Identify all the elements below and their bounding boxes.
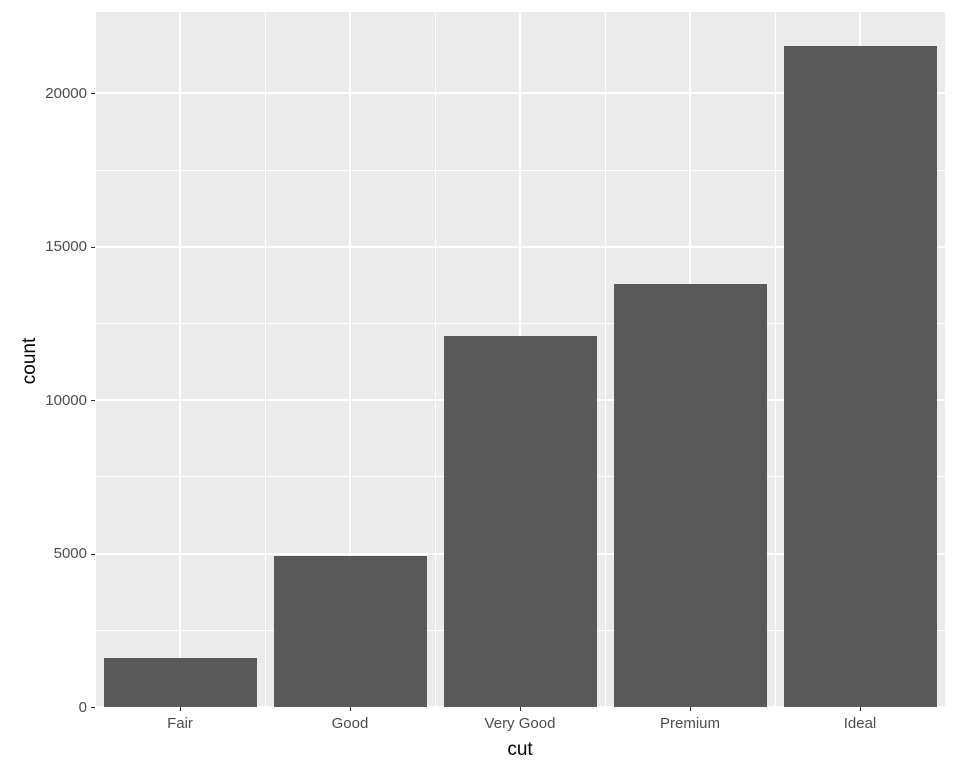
x-tick-label: Fair — [95, 715, 265, 732]
x-tick-label: Premium — [605, 715, 775, 732]
x-tick-mark — [350, 707, 351, 711]
y-tick-mark — [91, 93, 95, 94]
bar — [444, 336, 597, 707]
grid-line-minor — [945, 12, 946, 707]
x-tick-mark — [520, 707, 521, 711]
y-tick-label: 10000 — [27, 392, 87, 409]
y-tick-label: 20000 — [27, 85, 87, 102]
y-tick-label: 15000 — [27, 238, 87, 255]
bar — [104, 658, 257, 707]
grid-line-minor — [265, 12, 266, 707]
x-tick-label: Very Good — [435, 715, 605, 732]
grid-line-minor — [605, 12, 606, 707]
y-tick-label: 0 — [27, 699, 87, 716]
y-tick-mark — [91, 554, 95, 555]
x-tick-label: Good — [265, 715, 435, 732]
y-tick-mark — [91, 400, 95, 401]
plot-area — [95, 12, 945, 707]
x-axis-title: cut — [95, 739, 945, 761]
x-tick-mark — [860, 707, 861, 711]
grid-line-minor — [95, 12, 96, 707]
y-axis-title: count — [19, 337, 41, 383]
y-tick-mark — [91, 247, 95, 248]
grid-line-major — [179, 12, 181, 707]
x-tick-label: Ideal — [775, 715, 945, 732]
y-tick-mark — [91, 707, 95, 708]
x-tick-mark — [180, 707, 181, 711]
x-tick-mark — [690, 707, 691, 711]
bar — [274, 556, 427, 707]
chart-container: count cut 0 5000 10000 15000 20000 FairGoodVe… — [0, 0, 960, 768]
y-tick-label: 5000 — [27, 545, 87, 562]
bar — [614, 284, 767, 707]
grid-line-minor — [435, 12, 436, 707]
grid-line-minor — [775, 12, 776, 707]
bar — [784, 46, 937, 707]
